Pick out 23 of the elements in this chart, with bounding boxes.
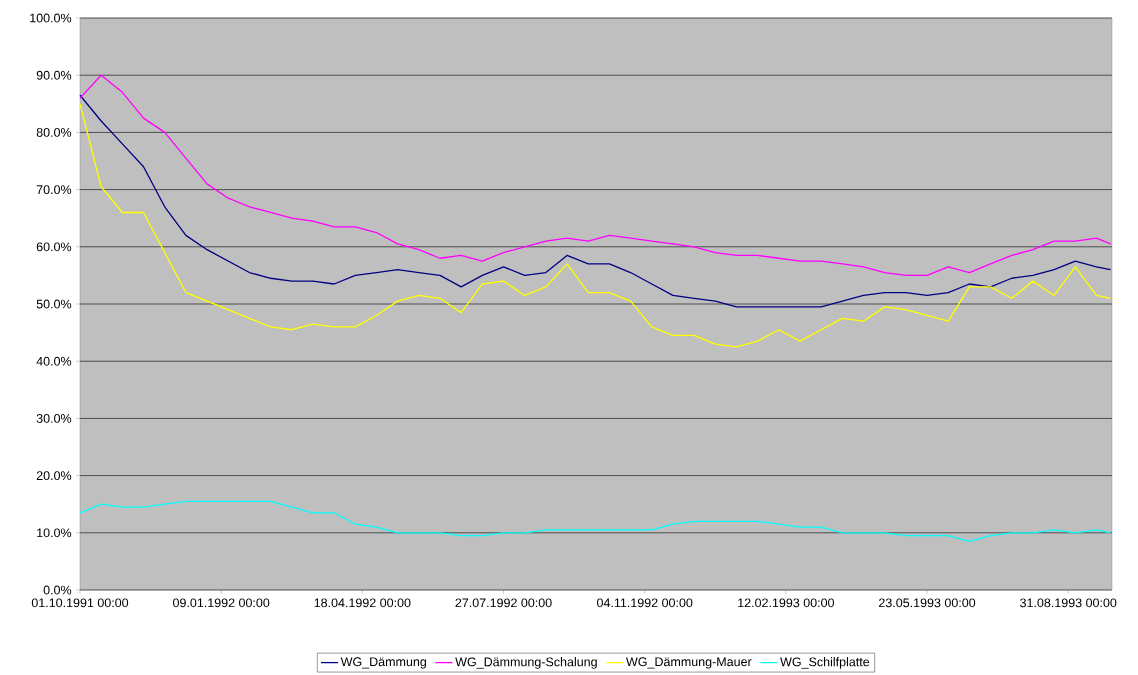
y-tick-label: 30.0% (36, 413, 72, 423)
y-tick-label: 10.0% (37, 528, 72, 538)
y-tick-label: 60.0% (36, 242, 72, 252)
y-tick-label: 100.0% (30, 13, 72, 23)
x-tick-label: 27.07.1992 00:00 (455, 598, 552, 608)
x-tick-label: 09.01.1992 00:00 (173, 598, 270, 608)
y-tick-label: 70.0% (36, 185, 72, 195)
y-tick-label: 40.0% (36, 356, 72, 366)
legend-label: WG_Schilfplatte (780, 657, 870, 669)
y-tick-label: 50.0% (36, 299, 72, 309)
legend-label: WG_Dämmung (340, 657, 426, 669)
legend-label: WG_Dämmung-Mauer (626, 657, 752, 669)
y-tick-label: 0.0% (43, 585, 72, 595)
x-tick-label: 12.02.1993 00:00 (738, 598, 835, 608)
x-tick-label: 31.08.1993 00:00 (1020, 598, 1117, 608)
x-tick-label: 04.11.1992 00:00 (597, 598, 693, 608)
x-tick-label: 18.04.1992 00:00 (314, 598, 411, 608)
y-tick-label: 90.0% (36, 70, 72, 80)
x-tick-label: 23.05.1993 00:00 (879, 598, 976, 608)
x-tick-label: 01.10.1991 00:00 (31, 598, 129, 608)
y-tick-label: 20.0% (36, 471, 72, 481)
legend-label: WG_Dämmung-Schalung (455, 657, 597, 669)
y-tick-label: 80.0% (36, 127, 72, 137)
